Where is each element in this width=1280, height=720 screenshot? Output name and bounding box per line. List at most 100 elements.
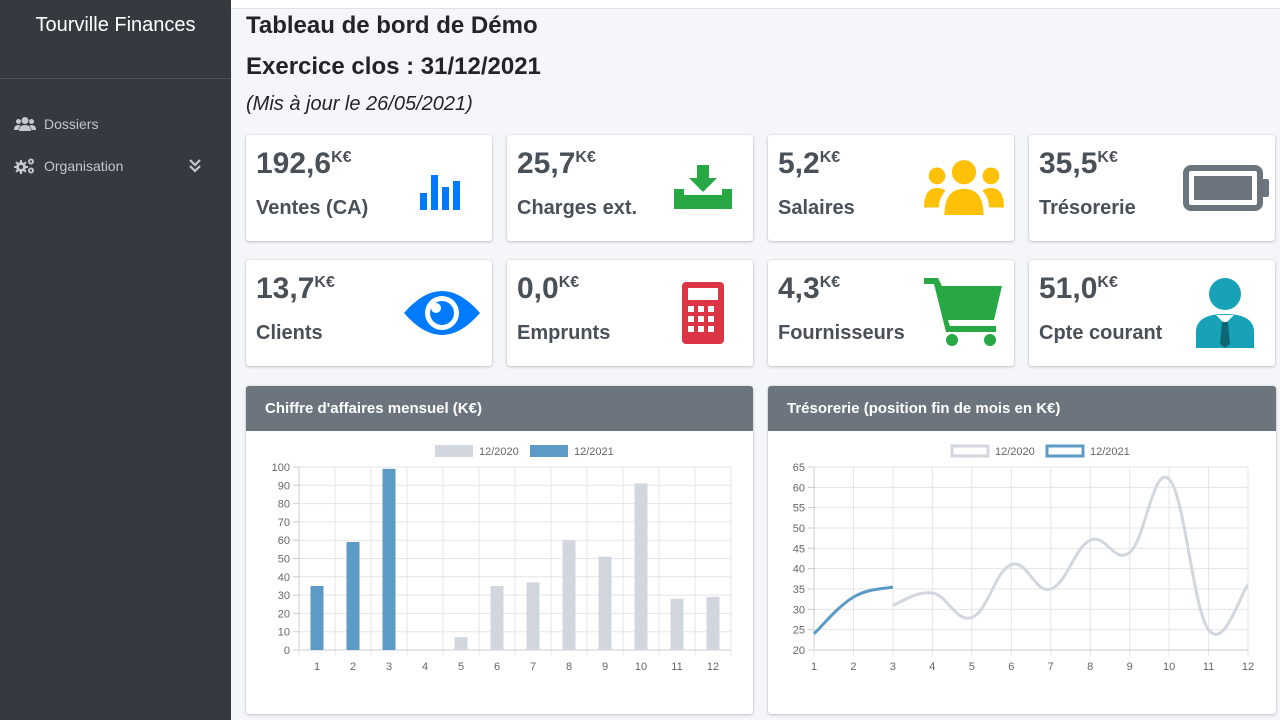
legend-label: 12/2020 <box>479 446 519 458</box>
sidebar-item-organisation[interactable]: Organisation <box>0 145 231 187</box>
bar-12-2020-month-12 <box>706 596 720 650</box>
kpi-value: 192,6K€ <box>256 147 352 180</box>
kpi-label: Cpte courant <box>1039 322 1163 344</box>
x-tick-label: 5 <box>969 661 975 673</box>
kpi-label: Ventes (CA) <box>256 197 369 219</box>
y-tick-label: 30 <box>793 604 805 616</box>
y-tick-label: 0 <box>284 645 290 657</box>
battery-icon <box>1181 153 1273 223</box>
treasury-chart-title: Trésorerie (position fin de mois en K€) <box>768 386 1276 431</box>
y-tick-label: 70 <box>278 517 290 529</box>
x-tick-label: 9 <box>602 661 608 673</box>
bar-12-2021-month-3 <box>382 468 396 650</box>
x-tick-label: 8 <box>1087 661 1093 673</box>
bar-12-2021-month-2 <box>346 542 360 650</box>
y-tick-label: 35 <box>793 584 805 596</box>
revenue-chart-card: Chiffre d'affaires mensuel (K€) 12/2020 1… <box>246 386 753 714</box>
x-tick-label: 12 <box>1242 661 1254 673</box>
x-tick-label: 10 <box>635 661 647 673</box>
sidebar-item-label: Dossiers <box>44 116 99 132</box>
bar-12-2020-month-8 <box>562 540 576 650</box>
y-tick-label: 30 <box>278 590 290 602</box>
kpi-value: 25,7K€ <box>517 147 596 180</box>
users-icon <box>14 117 36 131</box>
y-tick-label: 65 <box>793 462 805 474</box>
legend-swatch <box>435 445 473 457</box>
y-tick-label: 20 <box>793 645 805 657</box>
kpi-value: 5,2K€ <box>778 147 841 180</box>
bar-12-2020-month-6 <box>490 585 504 650</box>
x-tick-label: 6 <box>494 661 500 673</box>
sidebar: Tourville Finances Dossiers <box>0 0 231 720</box>
bar-12-2020-month-11 <box>670 598 684 650</box>
y-tick-label: 40 <box>793 564 805 576</box>
kpi-value: 35,5K€ <box>1039 147 1118 180</box>
y-tick-label: 45 <box>793 543 805 555</box>
kpi-value: 51,0K€ <box>1039 272 1118 305</box>
line-series-12-2020 <box>892 475 1250 636</box>
kpi-charges[interactable]: 25,7K€ Charges ext. <box>507 135 753 241</box>
x-tick-label: 11 <box>671 661 682 673</box>
bar-12-2020-month-9 <box>598 556 612 650</box>
y-tick-label: 60 <box>793 482 805 494</box>
kpi-clients[interactable]: 13,7K€ Clients <box>246 260 492 366</box>
kpi-value: 4,3K€ <box>778 272 841 305</box>
top-navbar <box>231 0 1280 9</box>
x-tick-label: 1 <box>811 661 817 673</box>
double-chevron-down-icon[interactable] <box>189 159 201 173</box>
x-tick-label: 1 <box>314 661 320 673</box>
y-tick-label: 40 <box>278 572 290 584</box>
x-tick-label: 7 <box>530 661 536 673</box>
legend-swatch <box>530 445 568 457</box>
brand-title[interactable]: Tourville Finances <box>0 0 231 79</box>
x-tick-label: 4 <box>422 661 428 673</box>
bar-12-2021-month-1 <box>310 585 324 650</box>
x-tick-label: 9 <box>1127 661 1133 673</box>
sidebar-item-label: Organisation <box>44 158 124 174</box>
kpi-cpte-courant[interactable]: 51,0K€ Cpte courant <box>1029 260 1275 366</box>
y-tick-label: 90 <box>278 480 290 492</box>
x-tick-label: 6 <box>1008 661 1014 673</box>
line-series-12-2021 <box>812 585 894 635</box>
user-tie-icon <box>1185 278 1265 348</box>
y-tick-label: 20 <box>278 608 290 620</box>
shopping-cart-icon <box>924 278 1004 348</box>
x-tick-label: 11 <box>1203 661 1214 673</box>
kpi-value: 13,7K€ <box>256 272 335 305</box>
kpi-ventes[interactable]: 192,6K€ Ventes (CA) <box>246 135 492 241</box>
legend-label: 12/2020 <box>995 446 1035 458</box>
kpi-emprunts[interactable]: 0,0K€ Emprunts <box>507 260 753 366</box>
x-tick-label: 7 <box>1048 661 1054 673</box>
bar-12-2020-month-7 <box>526 582 540 650</box>
y-tick-label: 60 <box>278 535 290 547</box>
x-tick-label: 8 <box>566 661 572 673</box>
x-tick-label: 2 <box>350 661 356 673</box>
cogs-icon <box>14 158 34 174</box>
kpi-fournisseurs[interactable]: 4,3K€ Fournisseurs <box>768 260 1014 366</box>
calculator-icon <box>663 278 743 348</box>
revenue-chart-title: Chiffre d'affaires mensuel (K€) <box>246 386 753 431</box>
y-tick-label: 25 <box>793 625 805 637</box>
bar-chart-icon <box>402 153 482 223</box>
sidebar-item-dossiers[interactable]: Dossiers <box>0 103 231 145</box>
x-tick-label: 3 <box>890 661 896 673</box>
legend-label: 12/2021 <box>574 446 614 458</box>
legend-label: 12/2021 <box>1090 446 1130 458</box>
kpi-label: Emprunts <box>517 322 611 344</box>
y-tick-label: 55 <box>793 503 805 515</box>
x-tick-label: 4 <box>929 661 935 673</box>
kpi-label: Clients <box>256 322 323 344</box>
legend-swatch <box>950 444 990 458</box>
x-tick-label: 12 <box>707 661 719 673</box>
y-tick-label: 10 <box>278 627 290 639</box>
bar-12-2020-month-10 <box>634 483 648 650</box>
bar-12-2020-month-5 <box>454 637 468 650</box>
kpi-tresorerie[interactable]: 35,5K€ Trésorerie <box>1029 135 1275 241</box>
treasury-chart-card: Trésorerie (position fin de mois en K€) … <box>768 386 1276 714</box>
page-subtitle: Exercice clos : 31/12/2021 <box>246 53 541 80</box>
eye-icon <box>402 278 482 348</box>
kpi-salaires[interactable]: 5,2K€ Salaires <box>768 135 1014 241</box>
x-tick-label: 2 <box>850 661 856 673</box>
